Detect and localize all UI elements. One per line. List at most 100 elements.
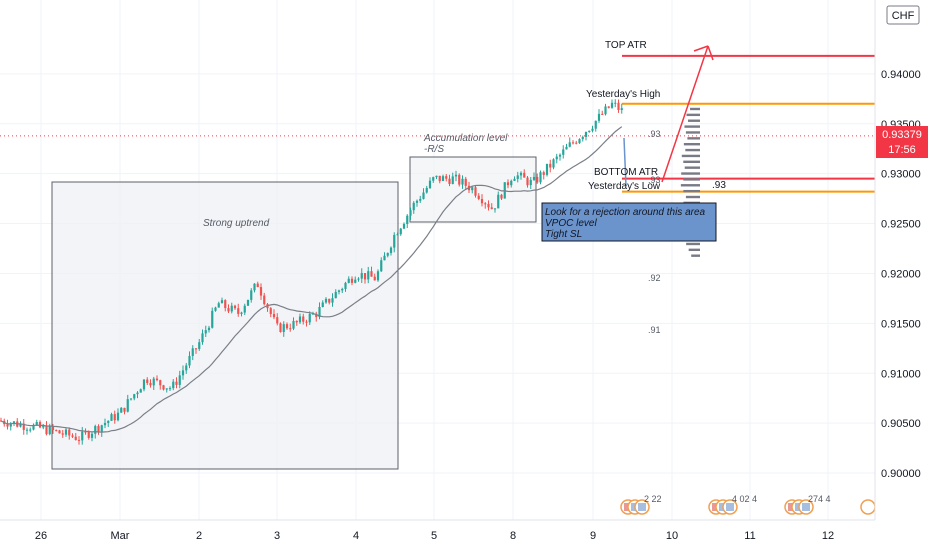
x-tick-label: 26 xyxy=(35,530,47,542)
candle-body xyxy=(406,215,409,224)
candle-body xyxy=(620,108,623,111)
candle-body xyxy=(279,323,282,332)
projection-arrow[interactable] xyxy=(661,45,714,183)
candle-body xyxy=(22,423,25,430)
candle-body xyxy=(237,308,240,314)
candle-body xyxy=(350,278,354,283)
profile-bar xyxy=(686,242,700,246)
candle-body xyxy=(490,207,493,209)
candle-body xyxy=(233,305,237,309)
candle-body xyxy=(94,426,97,434)
flag-icon-fill xyxy=(726,503,734,511)
candle-body xyxy=(341,288,344,291)
candle-body xyxy=(591,128,594,131)
candle-body xyxy=(396,234,399,236)
last-price-tag-box xyxy=(876,126,928,158)
candle-body xyxy=(185,365,188,371)
candle-body xyxy=(594,120,597,129)
x-tick-label: 10 xyxy=(666,530,678,542)
candle-body xyxy=(51,426,55,431)
strong-uptrend-label: Strong uptrend xyxy=(203,218,270,229)
candle-body xyxy=(344,282,347,289)
candle-body xyxy=(64,429,68,435)
candle-body xyxy=(204,330,207,334)
candle-body xyxy=(84,431,87,433)
flag-icon[interactable] xyxy=(860,499,876,515)
candle-body xyxy=(198,342,201,349)
profile-bar xyxy=(681,154,700,158)
candle-body xyxy=(149,383,152,386)
candle-body xyxy=(139,389,142,393)
candle-body xyxy=(575,142,578,144)
candle-body xyxy=(172,381,175,389)
x-tick-label: 9 xyxy=(590,530,596,542)
trade-note-box[interactable] xyxy=(541,202,717,242)
candle-body xyxy=(29,429,32,431)
candles xyxy=(0,99,623,445)
candle-body xyxy=(181,370,185,376)
candle-body xyxy=(194,348,198,350)
candle-body xyxy=(428,180,432,188)
top-atr-label: TOP ATR xyxy=(605,40,647,51)
candle-body xyxy=(165,388,168,390)
candle-body xyxy=(113,414,116,421)
trade-note-line: Look for a rejection around this area xyxy=(545,207,706,218)
candle-body xyxy=(363,273,367,280)
y-tick-label: 0.91500 xyxy=(881,318,921,330)
x-tick-label: 5 xyxy=(431,530,437,542)
y-tick-label: 0.92500 xyxy=(881,219,921,231)
candle-body xyxy=(32,424,35,430)
y-tick-labels: 0.90000 0.90500 0.91000 0.91500 0.92000 0.925… xyxy=(881,69,921,480)
moving-average-line xyxy=(0,126,623,433)
price-axis[interactable]: 0.90000 0.90500 0.91000 0.91500 0.92000 0.925… xyxy=(874,0,932,520)
candle-body xyxy=(256,283,259,288)
candle-body xyxy=(607,106,610,108)
level-layer xyxy=(0,54,875,193)
candle-body xyxy=(578,139,581,144)
candle-body xyxy=(25,429,29,431)
flag-icon-fill xyxy=(802,503,810,511)
trade-note[interactable]: Look for a rejection around this area VP… xyxy=(541,202,717,242)
candle-body xyxy=(230,305,233,312)
candle-body xyxy=(74,436,77,440)
y-tick-label: 0.90000 xyxy=(881,468,921,480)
candle-body xyxy=(298,316,302,323)
currency-badge[interactable]: CHF xyxy=(886,5,920,25)
accumulation-sublabel: -R/S xyxy=(424,144,444,155)
candle-body xyxy=(497,194,500,209)
candle-body xyxy=(224,300,227,309)
currency-badge-text: CHF xyxy=(892,10,915,22)
candle-body xyxy=(175,381,178,385)
candle-body xyxy=(289,328,292,330)
currency-badge-box[interactable] xyxy=(886,5,920,25)
candle-body xyxy=(285,324,289,329)
flag-icon-fill xyxy=(638,503,646,511)
profile-bar xyxy=(687,137,700,140)
candle-body xyxy=(477,195,480,200)
candle-body xyxy=(214,307,217,311)
last-price-tag[interactable]: 0.93379 17:56 xyxy=(876,126,928,158)
candle-body xyxy=(155,378,159,381)
candle-body xyxy=(68,429,71,436)
candle-body xyxy=(42,425,45,428)
candle-body xyxy=(614,102,617,104)
volume-level-label: .93 xyxy=(648,129,661,139)
projection-line[interactable] xyxy=(623,137,627,187)
candle-body xyxy=(571,142,575,144)
candle-body xyxy=(107,420,110,424)
profile-bar xyxy=(683,142,700,146)
profile-bar xyxy=(683,189,700,193)
candle-body xyxy=(318,307,321,318)
candle-body xyxy=(168,388,172,390)
x-tick-label: 8 xyxy=(510,530,516,542)
candle-body xyxy=(552,159,555,168)
candle-body xyxy=(357,278,360,280)
candle-body xyxy=(597,113,601,121)
candle-body xyxy=(584,132,588,137)
time-axis[interactable]: 26 Mar 2 3 4 5 8 9 10 11 12 xyxy=(0,519,932,550)
candle-body xyxy=(389,247,393,254)
strong-uptrend-box[interactable] xyxy=(51,181,399,470)
candle-body xyxy=(188,355,191,366)
candle-body xyxy=(549,163,552,168)
